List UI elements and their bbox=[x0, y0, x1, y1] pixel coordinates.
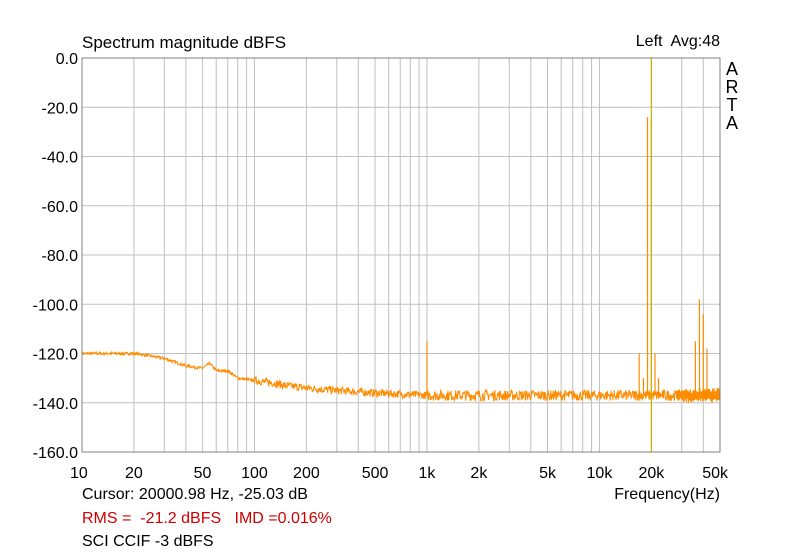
y-tick-label: -40.0 bbox=[42, 150, 79, 167]
y-tick-label: -100.0 bbox=[33, 297, 78, 314]
average-label: Avg:48 bbox=[670, 33, 720, 50]
noise-floor-hf bbox=[675, 388, 721, 403]
x-tick-label: 20k bbox=[638, 465, 665, 482]
cursor-readout: Cursor: 20000.98 Hz, -25.03 dB bbox=[82, 486, 308, 503]
y-tick-label: -20.0 bbox=[42, 100, 79, 117]
channel-average-info: Left Avg:48 bbox=[636, 33, 720, 51]
y-tick-label: -140.0 bbox=[33, 396, 78, 413]
channel-label: Left bbox=[635, 33, 663, 50]
x-tick-label: 50 bbox=[194, 465, 212, 482]
brand-letter: A bbox=[725, 113, 738, 133]
y-tick-label: -80.0 bbox=[42, 248, 79, 265]
x-axis-label: Frequency(Hz) bbox=[614, 486, 720, 503]
x-tick-label: 500 bbox=[362, 465, 389, 482]
y-tick-label: -160.0 bbox=[33, 445, 78, 462]
x-tick-label: 20 bbox=[125, 465, 143, 482]
brand-letter: A bbox=[725, 59, 738, 79]
x-tick-labels: 10 20 50 100 200 500 1k 2k 5k 10k 20k 50k bbox=[70, 465, 729, 482]
x-tick-label: 100 bbox=[241, 465, 268, 482]
x-tick-label: 10 bbox=[70, 465, 88, 482]
x-tick-label: 1k bbox=[419, 465, 437, 482]
spectrum-trace bbox=[81, 117, 721, 403]
x-tick-label: 200 bbox=[293, 465, 320, 482]
y-tick-labels: 0.0 -20.0 -40.0 -60.0 -80.0 -100.0 -120.0 -140.… bbox=[33, 51, 78, 462]
arta-brand: A R T A bbox=[724, 60, 740, 132]
brand-letter: T bbox=[726, 95, 738, 115]
x-tick-label: 2k bbox=[470, 465, 488, 482]
rms-imd-readout: RMS = -21.2 dBFS IMD =0.016% bbox=[82, 510, 332, 527]
plot-frame bbox=[81, 57, 721, 453]
test-signal-note: SCI CCIF -3 dBFS bbox=[82, 533, 214, 550]
y-tick-label: 0.0 bbox=[56, 51, 78, 68]
x-tick-label: 50k bbox=[702, 465, 729, 482]
noise-floor-line bbox=[81, 350, 721, 403]
chart-title: Spectrum magnitude dBFS bbox=[82, 33, 287, 52]
x-tick-label: 10k bbox=[587, 465, 614, 482]
y-tick-label: -120.0 bbox=[33, 347, 78, 364]
x-tick-label: 5k bbox=[539, 465, 557, 482]
brand-letter: R bbox=[725, 77, 739, 97]
y-tick-label: -60.0 bbox=[42, 199, 79, 216]
